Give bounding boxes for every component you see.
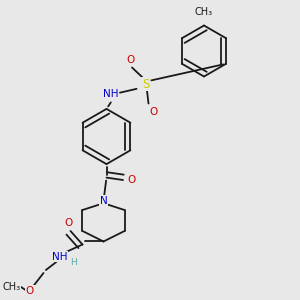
Text: S: S bbox=[142, 77, 149, 91]
Text: O: O bbox=[127, 175, 136, 185]
Text: CH₃: CH₃ bbox=[195, 7, 213, 17]
Text: H: H bbox=[70, 258, 77, 267]
Text: NH: NH bbox=[103, 89, 119, 100]
Text: NH: NH bbox=[52, 251, 68, 262]
Text: O: O bbox=[126, 55, 135, 65]
Text: O: O bbox=[64, 218, 72, 228]
Text: CH₃: CH₃ bbox=[2, 281, 20, 292]
Text: N: N bbox=[100, 196, 107, 206]
Text: O: O bbox=[26, 286, 34, 296]
Text: O: O bbox=[149, 107, 157, 117]
